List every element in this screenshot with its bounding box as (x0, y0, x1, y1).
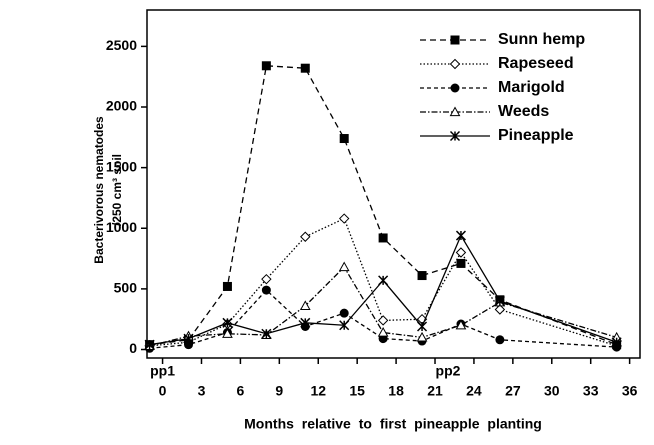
marker (299, 300, 311, 310)
x-tick-label: 27 (505, 383, 521, 399)
y-tick-label: 500 (114, 280, 138, 296)
marker (377, 315, 389, 326)
x-tick-label: 9 (275, 383, 283, 399)
legend-label: Pineapple (498, 127, 574, 144)
y-tick-label: 2000 (106, 98, 137, 114)
x-tick-label: 21 (427, 383, 443, 399)
marker (456, 258, 466, 268)
marker (378, 275, 389, 286)
series-line (149, 65, 617, 346)
x-tick-label: 36 (622, 383, 638, 399)
legend-label: Sunn hemp (498, 31, 585, 48)
marker (338, 213, 350, 224)
marker (450, 83, 460, 93)
marker (261, 285, 271, 295)
marker (184, 340, 194, 350)
x-tick-label: 33 (583, 383, 599, 399)
marker (611, 337, 622, 348)
y-tick-label: 2500 (106, 37, 137, 53)
marker (455, 247, 467, 258)
legend-label: Marigold (498, 79, 565, 96)
marker (338, 261, 350, 272)
x-tick-label: 12 (310, 383, 326, 399)
y-tick-label: 1000 (106, 219, 137, 235)
marker (222, 328, 233, 338)
x-axis-label: Months relative to first pineapple plant… (244, 416, 542, 432)
marker (261, 61, 271, 71)
marker (261, 328, 272, 339)
marker (378, 233, 388, 243)
marker (339, 320, 350, 331)
annotation: pp2 (436, 363, 461, 379)
marker (450, 35, 460, 45)
marker (300, 63, 310, 73)
x-tick-label: 6 (237, 383, 245, 399)
marker (339, 134, 349, 144)
x-tick-label: 3 (198, 383, 206, 399)
marker (222, 281, 232, 291)
marker (417, 321, 428, 332)
marker (495, 335, 505, 345)
marker (455, 319, 467, 330)
marker (449, 106, 461, 117)
marker (300, 317, 311, 328)
plot-frame (146, 9, 641, 359)
marker (377, 327, 389, 337)
marker (449, 58, 461, 70)
marker (416, 331, 428, 342)
marker (300, 231, 311, 242)
marker (339, 308, 349, 318)
y-tick-label: 0 (129, 340, 137, 356)
marker (222, 317, 233, 328)
marker (261, 273, 272, 285)
annotation: pp1 (150, 363, 175, 379)
y-tick-label: 1500 (106, 158, 137, 174)
marker (494, 304, 506, 315)
legend-label: Weeds (498, 103, 549, 120)
marker (417, 271, 427, 281)
marker (144, 339, 155, 350)
marker (455, 230, 466, 241)
marker (494, 295, 505, 307)
x-tick-label: 0 (159, 383, 167, 399)
y-axis-label: Bacterivorous nematodes (92, 116, 106, 264)
x-tick-label: 24 (466, 383, 482, 399)
marker (183, 333, 194, 344)
legend-label: Rapeseed (498, 55, 574, 72)
x-tick-label: 18 (388, 383, 404, 399)
marker (449, 130, 461, 142)
x-tick-label: 30 (544, 383, 560, 399)
y-axis-label: /250 cm³ soil (110, 154, 124, 226)
x-tick-label: 15 (349, 383, 365, 399)
